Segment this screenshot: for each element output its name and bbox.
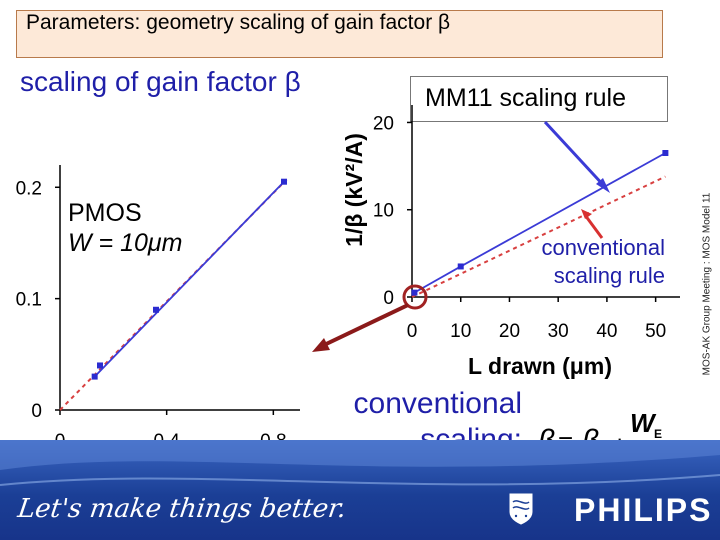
right-chart-marks bbox=[411, 150, 669, 298]
right-y-tick-label: 0 bbox=[383, 288, 394, 309]
right-data-point bbox=[457, 263, 464, 270]
footer-brand: PHILIPS bbox=[574, 492, 713, 528]
left-y-tick-label: 0.2 bbox=[16, 178, 42, 199]
conventional-arrow-head bbox=[581, 209, 592, 219]
origin-highlight bbox=[402, 284, 428, 310]
footer-band bbox=[0, 440, 720, 540]
left-data-point bbox=[97, 362, 103, 369]
pmos-annotation-line2: W = 10μm bbox=[68, 229, 183, 257]
formula-w-subscript: E bbox=[654, 427, 662, 441]
philips-shield-icon bbox=[509, 493, 533, 525]
right-chart-xlabel: L drawn (μm) bbox=[468, 353, 612, 379]
right-x-tick-label: 30 bbox=[548, 321, 569, 342]
conventional-arrow bbox=[583, 214, 604, 239]
right-x-tick-label: 0 bbox=[407, 321, 418, 342]
slide-subtitle: scaling of gain factor β bbox=[20, 66, 301, 97]
left-data-point bbox=[153, 306, 159, 313]
title-box bbox=[16, 10, 663, 58]
right-x-tick-label: 20 bbox=[499, 321, 520, 342]
zoom-arrow bbox=[321, 303, 409, 348]
right-series-line bbox=[411, 175, 666, 298]
footer-waves bbox=[0, 440, 720, 486]
formula-dot: · bbox=[616, 426, 623, 451]
right-x-tick-label: 40 bbox=[596, 321, 617, 342]
mm11-title: MM11 scaling rule bbox=[425, 84, 627, 112]
right-data-point bbox=[411, 289, 418, 296]
left-y-tick-label: 0 bbox=[31, 401, 42, 422]
right-y-tick-label: 10 bbox=[373, 201, 394, 222]
right-chart-ylabel: 1/β (kV²/A) bbox=[341, 133, 367, 247]
conventional-rule-label: conventional scaling rule bbox=[541, 235, 665, 288]
right-chart-axes: 20 10 00 10 20 30 40 50 bbox=[373, 105, 680, 342]
pmos-annotation: PMOS W = 10μm bbox=[68, 198, 182, 258]
left-series-line bbox=[94, 181, 285, 378]
pmos-annotation-line1: PMOS bbox=[68, 199, 142, 227]
right-y-tick-label: 20 bbox=[373, 113, 394, 134]
footer-slogan: Let's make things better. bbox=[15, 494, 349, 524]
formula-w: W bbox=[630, 408, 657, 438]
left-y-tick-label: 0.1 bbox=[16, 290, 42, 311]
left-chart-marks bbox=[59, 178, 288, 411]
slide-title: Parameters: geometry scaling of gain fac… bbox=[26, 11, 451, 34]
zoom-arrow-head bbox=[312, 338, 330, 352]
mm11-arrow bbox=[543, 120, 608, 190]
left-data-point bbox=[281, 178, 287, 185]
right-data-point bbox=[662, 150, 669, 156]
right-x-tick-label: 50 bbox=[645, 321, 666, 342]
left-data-point bbox=[91, 373, 98, 380]
right-x-tick-label: 10 bbox=[450, 321, 471, 342]
mm11-arrow-head bbox=[596, 178, 610, 193]
mm11-title-box bbox=[410, 76, 668, 122]
